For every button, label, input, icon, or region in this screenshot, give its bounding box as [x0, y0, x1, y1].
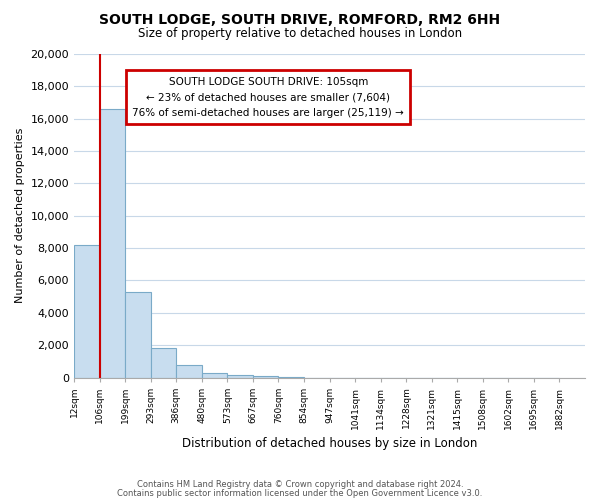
Text: Size of property relative to detached houses in London: Size of property relative to detached ho…: [138, 28, 462, 40]
Bar: [227, 375, 253, 378]
Bar: [202, 372, 227, 378]
Bar: [176, 364, 202, 378]
Text: Contains public sector information licensed under the Open Government Licence v3: Contains public sector information licen…: [118, 489, 482, 498]
Bar: [125, 292, 151, 378]
Text: SOUTH LODGE, SOUTH DRIVE, ROMFORD, RM2 6HH: SOUTH LODGE, SOUTH DRIVE, ROMFORD, RM2 6…: [100, 12, 500, 26]
Bar: [278, 376, 304, 378]
X-axis label: Distribution of detached houses by size in London: Distribution of detached houses by size …: [182, 437, 477, 450]
Y-axis label: Number of detached properties: Number of detached properties: [15, 128, 25, 304]
Bar: [74, 245, 100, 378]
Text: SOUTH LODGE SOUTH DRIVE: 105sqm
← 23% of detached houses are smaller (7,604)
76%: SOUTH LODGE SOUTH DRIVE: 105sqm ← 23% of…: [133, 76, 404, 118]
Bar: [253, 376, 278, 378]
Bar: [151, 348, 176, 378]
Bar: [100, 109, 125, 378]
Text: Contains HM Land Registry data © Crown copyright and database right 2024.: Contains HM Land Registry data © Crown c…: [137, 480, 463, 489]
